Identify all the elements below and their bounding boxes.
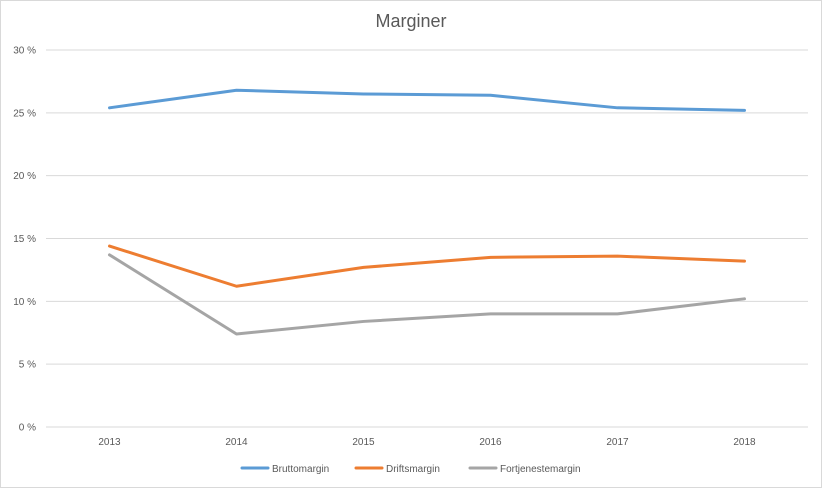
series-line-driftsmargin [108,244,746,288]
legend-label-fortjenestemargin: Fortjenestemargin [500,464,581,475]
grid-lines [46,49,808,428]
y-tick-label: 25 % [13,108,36,119]
x-tick-label: 2013 [98,437,121,448]
x-tick-label: 2016 [479,437,502,448]
y-tick-label: 0 % [19,423,36,434]
y-tick-label: 20 % [13,171,36,182]
x-tick-label: 2017 [606,437,629,448]
x-tick-label: 2014 [225,437,248,448]
y-tick-label: 5 % [19,360,36,371]
y-axis: 0 % 5 % 10 % 15 % 20 % 25 % 30 % [13,46,36,434]
y-tick-label: 30 % [13,46,36,57]
series-lines [108,88,746,336]
series-line-fortjenestemargin [108,253,746,336]
x-tick-label: 2015 [352,437,375,448]
series-line-bruttomargin [108,88,746,112]
x-axis: 2013 2014 2015 2016 2017 2018 [98,437,756,448]
x-tick-label: 2018 [733,437,756,448]
legend-label-driftsmargin: Driftsmargin [386,464,440,475]
legend-label-bruttomargin: Bruttomargin [272,464,329,475]
y-tick-label: 15 % [13,234,36,245]
chart-title: Marginer [375,11,446,31]
legend: Bruttomargin Driftsmargin Fortjenestemargi… [240,464,581,475]
y-tick-label: 10 % [13,297,36,308]
